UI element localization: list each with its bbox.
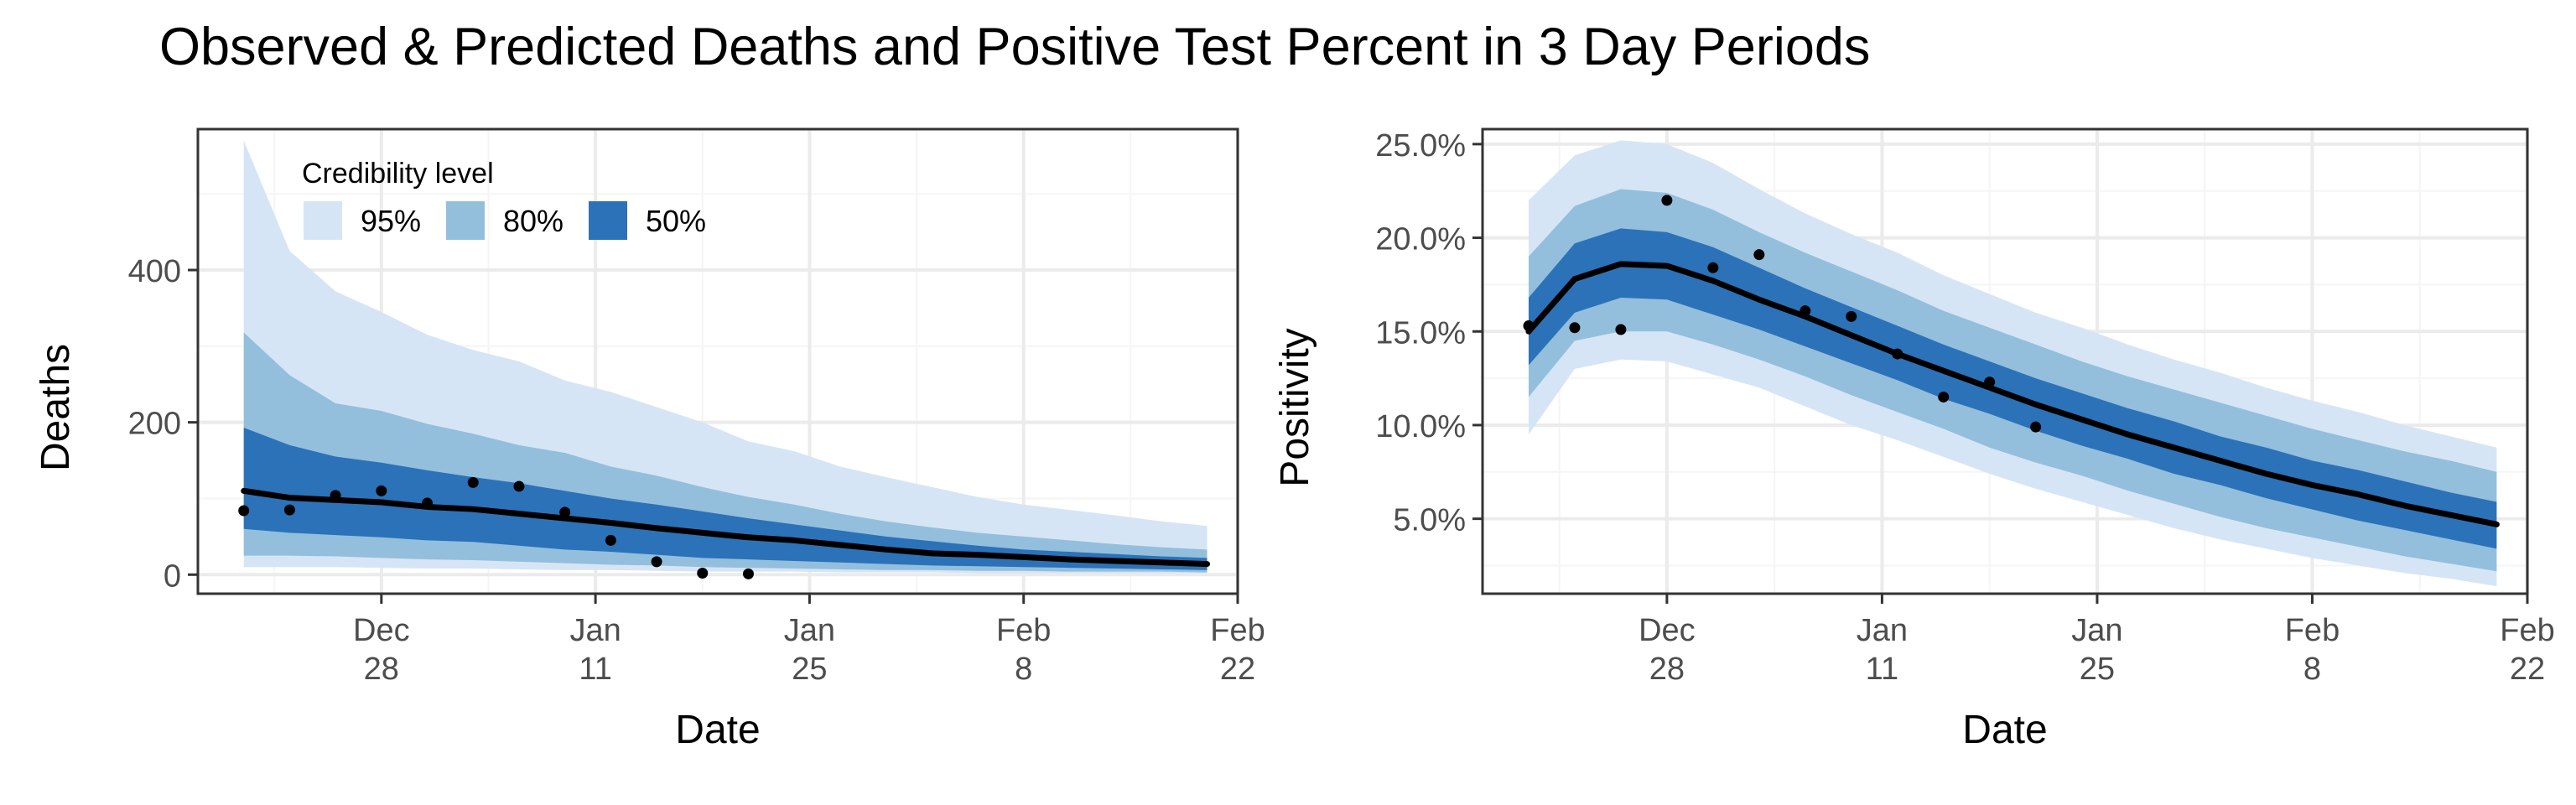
- legend-label: 80%: [503, 204, 564, 238]
- x-axis-title: Date: [1962, 708, 2047, 752]
- observed-point: [1615, 324, 1627, 335]
- y-tick-label: 10.0%: [1375, 409, 1466, 444]
- observed-point: [1569, 322, 1581, 334]
- observed-point: [1523, 320, 1535, 332]
- median-line: [241, 487, 1211, 568]
- observed-point: [605, 534, 616, 546]
- y-tick-label: 5.0%: [1393, 503, 1466, 538]
- y-axis-title: Deaths: [34, 344, 78, 471]
- x-tick-label: 22: [1220, 652, 1255, 687]
- legend-key-50: [589, 201, 627, 240]
- x-tick-label: 25: [792, 652, 827, 687]
- chart-panel-2: 5.0% 10.0% 15.0% 20.0% 25.0% Dec 28 Jan 11 Jan 25 F…: [1273, 127, 2555, 752]
- x-tick-label: Jan: [2071, 613, 2122, 648]
- observed-point: [1707, 262, 1719, 273]
- x-tick-label: 28: [1649, 652, 1685, 687]
- chart-panel-1: 0 200 400 Dec 28 Jan 11 Jan 25 Feb 8 Feb 22 Date Death…: [34, 127, 1265, 752]
- observed-point: [330, 490, 341, 501]
- x-tick-label: Feb: [996, 613, 1051, 648]
- y-tick-label: 15.0%: [1375, 315, 1466, 351]
- y-tick-label: 0: [164, 558, 181, 594]
- observed-point: [2030, 421, 2042, 433]
- observed-point: [283, 504, 295, 516]
- y-tick-label: 25.0%: [1375, 128, 1466, 164]
- observed-point: [1800, 305, 1811, 317]
- observed-point: [1938, 391, 1950, 402]
- observed-point: [1753, 249, 1765, 261]
- x-axis-title: Date: [675, 708, 760, 752]
- legend-key-95: [304, 201, 342, 240]
- x-tick-label: 8: [2303, 652, 2321, 687]
- x-tick-label: 11: [579, 652, 611, 687]
- legend-label: 50%: [646, 204, 706, 238]
- observed-point: [559, 506, 571, 518]
- panel-border: [1481, 127, 2529, 595]
- x-tick-label: Feb: [2500, 613, 2554, 648]
- x-tick-label: 11: [1866, 652, 1898, 687]
- x-tick-label: Jan: [569, 613, 621, 648]
- y-tick-label: 200: [128, 407, 181, 442]
- legend-label: 95%: [361, 204, 421, 238]
- x-tick-label: 8: [1015, 652, 1032, 687]
- observed-point: [697, 567, 709, 579]
- observed-point: [1984, 377, 1996, 388]
- observed-point: [742, 568, 754, 579]
- x-tick-label: 22: [2510, 652, 2545, 687]
- y-axis-title: Positivity: [1273, 328, 1317, 486]
- observed-point: [651, 556, 662, 568]
- x-tick-label: 28: [364, 652, 399, 687]
- y-tick-label: 20.0%: [1375, 222, 1466, 257]
- panel-border: [196, 127, 1239, 595]
- credibility-band-50: [243, 428, 1208, 570]
- y-tick-label: 400: [128, 254, 181, 289]
- observed-point: [467, 476, 479, 488]
- legend-key-80: [446, 201, 485, 240]
- observed-point: [1661, 195, 1673, 206]
- observed-point: [513, 480, 525, 492]
- page-title: Observed & Predicted Deaths and Positive…: [159, 18, 1871, 76]
- x-tick-label: Dec: [353, 613, 410, 648]
- observed-point: [1892, 348, 1903, 360]
- x-tick-label: Jan: [784, 613, 835, 648]
- observed-point: [238, 505, 250, 517]
- x-tick-label: Feb: [2285, 613, 2340, 648]
- legend-title: Credibility level: [302, 158, 494, 190]
- x-tick-label: Jan: [1857, 613, 1908, 648]
- observed-point: [376, 485, 387, 496]
- observed-point: [422, 497, 434, 509]
- observed-point: [1846, 310, 1857, 322]
- x-tick-label: 25: [2080, 652, 2115, 687]
- legend: Credibility level 95% 80% 50%: [302, 158, 706, 240]
- median-line: [1525, 261, 2500, 527]
- x-tick-label: Feb: [1210, 613, 1265, 648]
- x-tick-label: Dec: [1639, 613, 1696, 648]
